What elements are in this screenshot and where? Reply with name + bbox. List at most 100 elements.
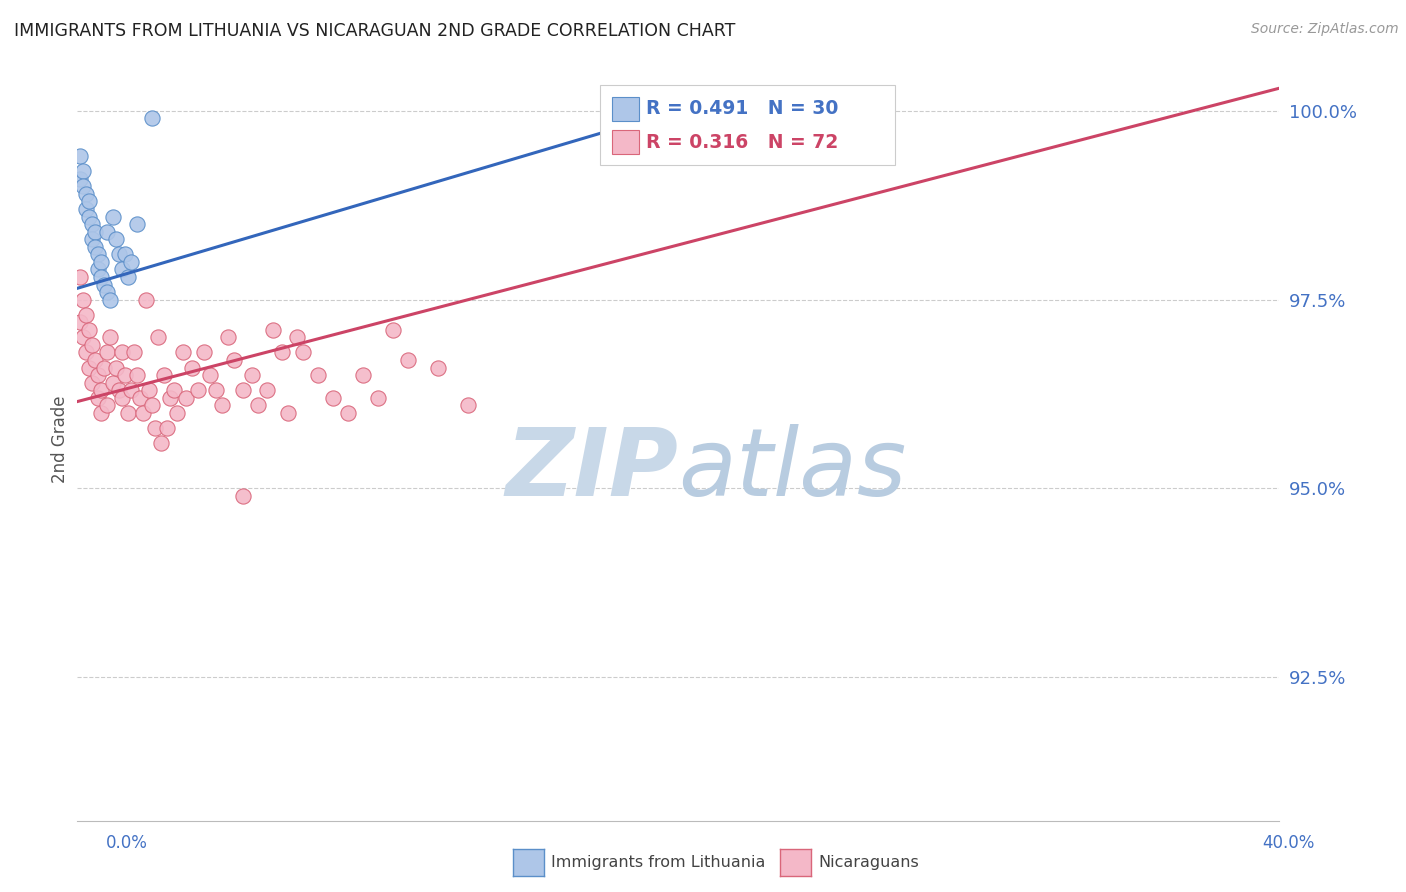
Text: R = 0.491   N = 30: R = 0.491 N = 30 bbox=[645, 99, 838, 119]
Point bbox=[96, 345, 118, 359]
Point bbox=[84, 353, 107, 368]
Point bbox=[114, 247, 136, 261]
Point bbox=[87, 391, 110, 405]
Point bbox=[93, 360, 115, 375]
Point bbox=[135, 293, 157, 307]
Point bbox=[79, 194, 101, 209]
Point bbox=[111, 391, 134, 405]
Point bbox=[256, 383, 278, 397]
Point bbox=[105, 232, 128, 246]
Point bbox=[307, 368, 329, 383]
Point bbox=[114, 368, 136, 383]
Text: atlas: atlas bbox=[679, 425, 907, 516]
Point bbox=[141, 112, 163, 126]
Point bbox=[72, 330, 94, 344]
Point bbox=[211, 398, 233, 412]
Point bbox=[96, 398, 118, 412]
Point bbox=[153, 368, 176, 383]
Point bbox=[103, 210, 125, 224]
Point bbox=[285, 330, 308, 344]
Point bbox=[82, 376, 104, 390]
Point bbox=[457, 398, 479, 412]
Point bbox=[69, 149, 91, 163]
Point bbox=[117, 269, 139, 284]
Point bbox=[79, 360, 101, 375]
Point bbox=[96, 225, 118, 239]
Point bbox=[96, 285, 118, 299]
Point bbox=[100, 293, 122, 307]
Point bbox=[240, 368, 263, 383]
Point bbox=[145, 421, 167, 435]
Point bbox=[352, 368, 374, 383]
Point bbox=[103, 376, 125, 390]
Point bbox=[75, 186, 97, 201]
Point bbox=[82, 217, 104, 231]
Point bbox=[75, 308, 97, 322]
Text: ZIP: ZIP bbox=[506, 424, 679, 516]
Point bbox=[193, 345, 215, 359]
Point bbox=[120, 383, 142, 397]
Point bbox=[105, 360, 128, 375]
Point bbox=[90, 406, 112, 420]
Point bbox=[127, 368, 149, 383]
Point bbox=[117, 406, 139, 420]
Point bbox=[124, 345, 146, 359]
Point bbox=[72, 179, 94, 194]
Point bbox=[277, 406, 299, 420]
Point bbox=[111, 345, 134, 359]
FancyBboxPatch shape bbox=[600, 85, 894, 165]
Point bbox=[217, 330, 239, 344]
Point bbox=[697, 112, 720, 126]
Point bbox=[100, 330, 122, 344]
Text: 0.0%: 0.0% bbox=[105, 834, 148, 852]
Text: 40.0%: 40.0% bbox=[1263, 834, 1315, 852]
Text: Immigrants from Lithuania: Immigrants from Lithuania bbox=[551, 855, 765, 870]
Point bbox=[90, 255, 112, 269]
Point bbox=[162, 383, 184, 397]
Point bbox=[322, 391, 344, 405]
Point bbox=[69, 269, 91, 284]
Y-axis label: 2nd Grade: 2nd Grade bbox=[51, 395, 69, 483]
Point bbox=[141, 398, 163, 412]
Point bbox=[637, 112, 659, 126]
Point bbox=[90, 269, 112, 284]
Point bbox=[232, 489, 254, 503]
Text: Nicaraguans: Nicaraguans bbox=[818, 855, 920, 870]
Point bbox=[198, 368, 221, 383]
Point bbox=[381, 323, 404, 337]
Point bbox=[396, 353, 419, 368]
Point bbox=[166, 406, 188, 420]
FancyBboxPatch shape bbox=[612, 130, 638, 154]
Text: Source: ZipAtlas.com: Source: ZipAtlas.com bbox=[1251, 22, 1399, 37]
Text: IMMIGRANTS FROM LITHUANIA VS NICARAGUAN 2ND GRADE CORRELATION CHART: IMMIGRANTS FROM LITHUANIA VS NICARAGUAN … bbox=[14, 22, 735, 40]
Point bbox=[84, 225, 107, 239]
Point bbox=[150, 436, 173, 450]
Point bbox=[69, 315, 91, 329]
Point bbox=[270, 345, 292, 359]
Point bbox=[93, 277, 115, 292]
FancyBboxPatch shape bbox=[612, 96, 638, 120]
Point bbox=[75, 202, 97, 216]
Point bbox=[69, 171, 91, 186]
Point bbox=[232, 383, 254, 397]
Point bbox=[180, 360, 202, 375]
Point bbox=[108, 247, 131, 261]
Point bbox=[84, 240, 107, 254]
Point bbox=[72, 164, 94, 178]
Point bbox=[262, 323, 284, 337]
Point bbox=[120, 255, 142, 269]
Point bbox=[87, 368, 110, 383]
Point bbox=[127, 217, 149, 231]
Point bbox=[204, 383, 226, 397]
Point bbox=[148, 330, 170, 344]
Point bbox=[186, 383, 209, 397]
Point bbox=[79, 323, 101, 337]
Point bbox=[291, 345, 314, 359]
Point bbox=[79, 210, 101, 224]
Point bbox=[82, 232, 104, 246]
Point bbox=[174, 391, 197, 405]
Point bbox=[72, 293, 94, 307]
Point bbox=[138, 383, 160, 397]
Point bbox=[427, 360, 450, 375]
Point bbox=[172, 345, 194, 359]
